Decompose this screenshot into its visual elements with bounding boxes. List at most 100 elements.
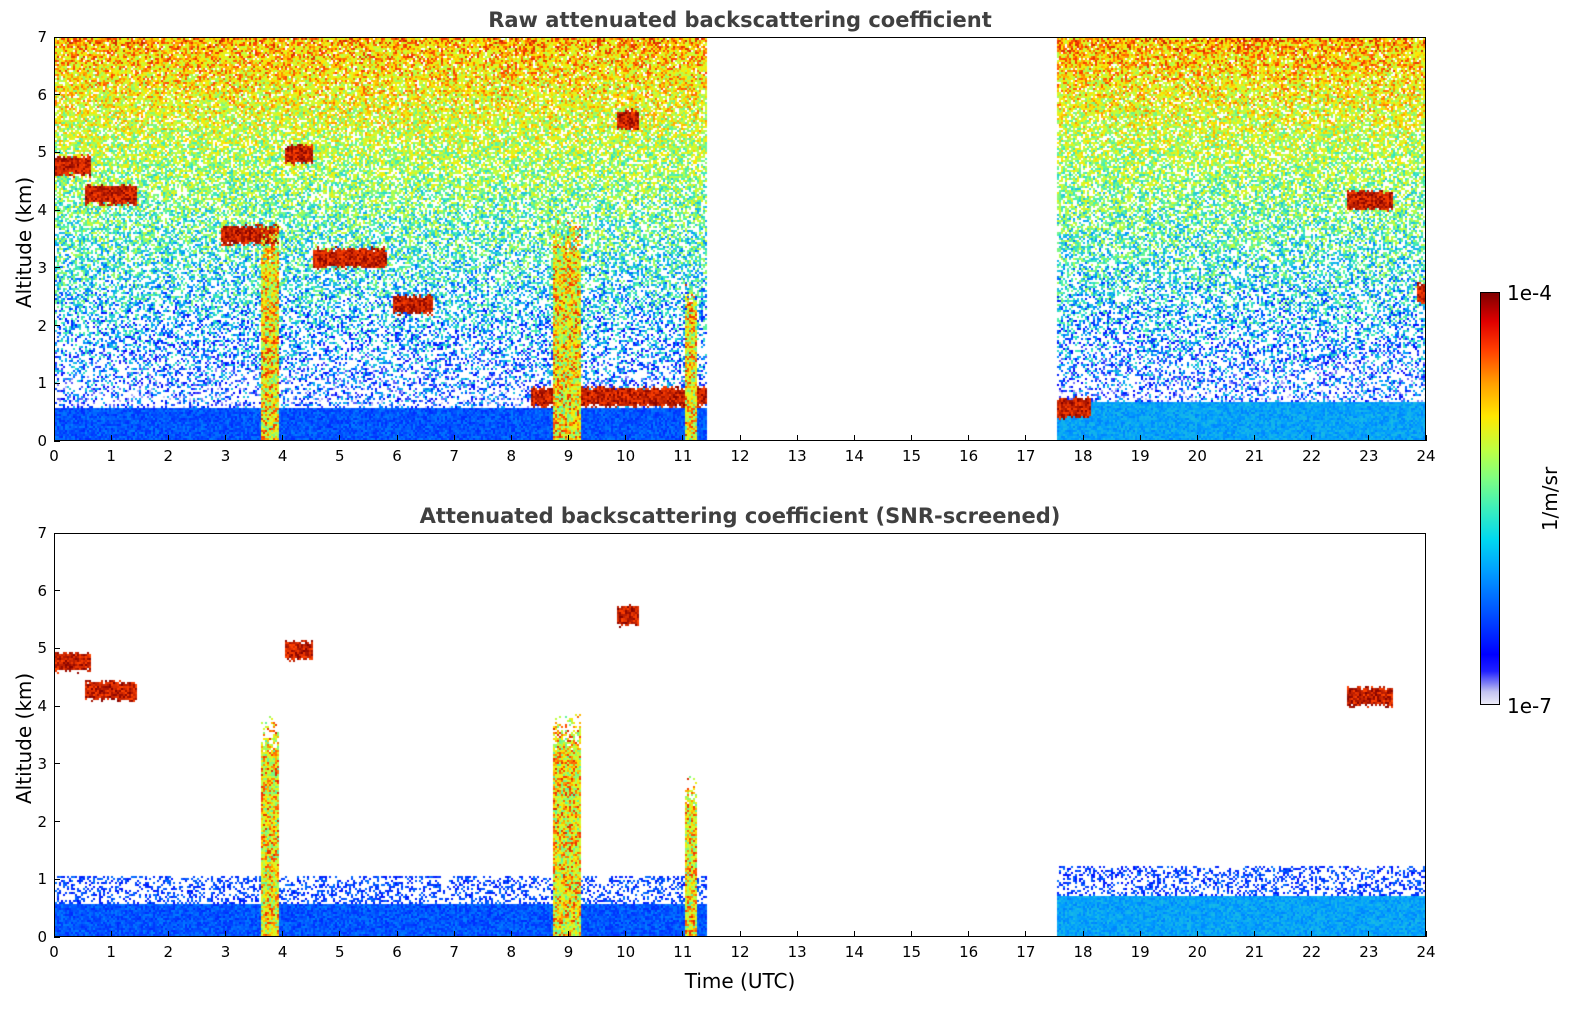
x-tick-mark xyxy=(167,931,169,937)
x-tick-label: 13 xyxy=(787,447,807,465)
x-tick-mark xyxy=(1082,435,1084,441)
x-tick-mark xyxy=(453,931,455,937)
x-tick-mark xyxy=(739,435,741,441)
x-tick-label: 18 xyxy=(1073,943,1093,961)
x-tick-label: 17 xyxy=(1016,447,1036,465)
x-tick-mark xyxy=(225,931,226,937)
x-tick-mark xyxy=(1311,931,1313,937)
x-tick-mark xyxy=(339,931,341,937)
x-tick-label: 19 xyxy=(1130,447,1150,465)
x-tick-mark xyxy=(625,435,627,441)
x-tick-label: 6 xyxy=(392,943,402,961)
x-tick-mark xyxy=(1425,931,1427,937)
x-tick-mark xyxy=(167,435,169,441)
x-tick-label: 22 xyxy=(1302,943,1322,961)
x-tick-mark xyxy=(739,931,741,937)
x-tick-mark xyxy=(568,435,569,441)
y-tick-mark xyxy=(54,440,60,442)
y-tick-label: 7 xyxy=(37,28,47,46)
x-tick-label: 0 xyxy=(49,943,59,961)
x-tick-label: 20 xyxy=(1187,943,1207,961)
x-tick-mark xyxy=(853,931,855,937)
y-tick-mark xyxy=(54,821,60,823)
y-tick-mark xyxy=(54,36,60,38)
x-tick-label: 8 xyxy=(506,943,517,961)
x-tick-mark xyxy=(510,435,512,441)
x-tick-label: 23 xyxy=(1359,943,1379,961)
x-tick-mark xyxy=(396,931,398,937)
y-tick-label: 1 xyxy=(37,374,47,393)
y-tick-label: 4 xyxy=(37,697,47,716)
panel2-heatmap xyxy=(55,534,1425,936)
y-tick-label: 0 xyxy=(37,432,47,450)
x-tick-label: 5 xyxy=(335,943,345,961)
x-tick-mark xyxy=(968,931,970,937)
x-tick-mark xyxy=(225,435,226,441)
x-tick-mark xyxy=(1368,931,1370,937)
y-tick-label: 1 xyxy=(37,870,47,889)
panel2-title: Attenuated backscattering coefficient (S… xyxy=(419,504,1061,528)
x-tick-label: 4 xyxy=(277,447,288,465)
x-tick-mark xyxy=(1025,931,1027,937)
y-tick-label: 2 xyxy=(37,812,47,831)
y-tick-mark xyxy=(54,267,60,269)
x-tick-label: 20 xyxy=(1187,447,1207,465)
x-tick-mark xyxy=(1196,435,1198,441)
x-tick-label: 15 xyxy=(901,943,922,961)
x-tick-label: 17 xyxy=(1016,943,1036,961)
x-tick-mark xyxy=(968,435,970,441)
y-tick-mark xyxy=(54,532,60,534)
y-tick-label: 3 xyxy=(37,754,47,773)
x-tick-label: 24 xyxy=(1416,447,1436,465)
x-tick-label: 8 xyxy=(506,447,517,465)
x-tick-label: 2 xyxy=(163,447,174,465)
y-tick-label: 5 xyxy=(37,143,47,162)
x-tick-mark xyxy=(1196,931,1198,937)
colorbar xyxy=(1480,292,1500,705)
x-tick-mark xyxy=(1082,931,1084,937)
x-tick-label: 2 xyxy=(163,943,174,961)
x-tick-label: 13 xyxy=(787,943,807,961)
x-tick-label: 14 xyxy=(844,447,864,465)
x-tick-label: 3 xyxy=(220,447,231,465)
x-tick-mark xyxy=(282,931,284,937)
y-tick-label: 3 xyxy=(37,258,47,277)
x-tick-mark xyxy=(1254,931,1255,937)
x-tick-label: 11 xyxy=(673,943,693,961)
x-tick-label: 14 xyxy=(844,943,864,961)
y-tick-mark xyxy=(54,382,60,384)
x-tick-mark xyxy=(53,931,55,937)
panel2-plot-area xyxy=(54,533,1426,937)
x-tick-label: 9 xyxy=(563,447,574,465)
colorbar-max-label: 1e-4 xyxy=(1507,281,1552,305)
y-tick-label: 5 xyxy=(37,639,47,658)
x-tick-mark xyxy=(625,931,627,937)
x-tick-mark xyxy=(1425,435,1427,441)
x-tick-label: 16 xyxy=(959,943,979,961)
x-tick-mark xyxy=(1139,931,1141,937)
panel1-plot-area xyxy=(54,37,1426,441)
x-tick-label: 3 xyxy=(220,943,231,961)
y-tick-mark xyxy=(54,647,60,649)
y-tick-mark xyxy=(54,590,60,592)
x-tick-label: 1 xyxy=(106,447,116,465)
y-tick-mark xyxy=(54,763,60,765)
panel1-title: Raw attenuated backscattering coefficien… xyxy=(488,8,992,32)
x-tick-mark xyxy=(568,931,569,937)
x-tick-label: 5 xyxy=(335,447,345,465)
x-tick-mark xyxy=(1311,435,1313,441)
x-tick-mark xyxy=(510,931,512,937)
x-tick-label: 1 xyxy=(106,943,116,961)
x-tick-label: 0 xyxy=(49,447,59,465)
x-tick-label: 16 xyxy=(959,447,979,465)
y-tick-mark xyxy=(54,209,60,211)
y-tick-mark xyxy=(54,151,60,153)
x-tick-label: 7 xyxy=(449,447,459,465)
x-tick-label: 18 xyxy=(1073,447,1093,465)
x-tick-label: 12 xyxy=(730,943,750,961)
x-tick-mark xyxy=(796,435,798,441)
x-tick-label: 21 xyxy=(1244,943,1265,961)
x-tick-mark xyxy=(853,435,855,441)
x-tick-label: 12 xyxy=(730,447,750,465)
